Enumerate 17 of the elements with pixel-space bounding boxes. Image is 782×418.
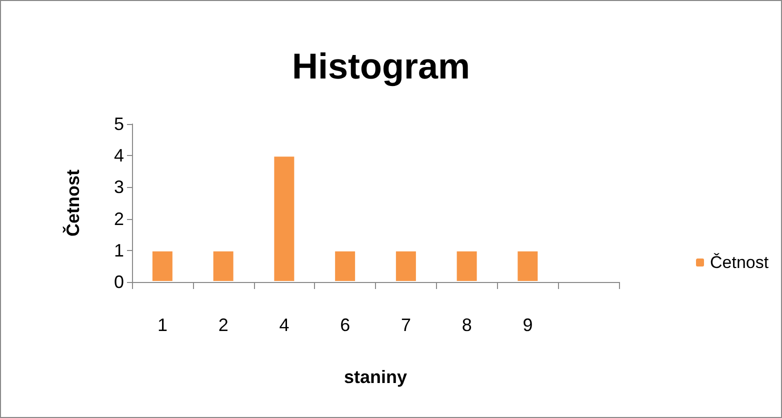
y-tick-label: 5 — [114, 114, 124, 134]
x-tick-label: 1 — [157, 315, 168, 335]
y-tick-label: 2 — [114, 208, 124, 229]
x-tick-label: 8 — [462, 315, 472, 335]
x-tick-label: 6 — [340, 315, 350, 335]
x-axis-title: staniny — [344, 367, 408, 387]
y-tick-label: 1 — [114, 240, 124, 260]
y-tick-label: 4 — [114, 146, 124, 166]
x-tick-label: 4 — [279, 315, 290, 335]
x-tick-label: 2 — [218, 315, 228, 335]
x-tick-label: 9 — [522, 315, 533, 335]
chart-title: Histogram — [292, 46, 470, 86]
y-tick-label: 0 — [114, 272, 124, 292]
y-tick-label: 3 — [114, 177, 124, 198]
legend-label: Četnost — [710, 253, 769, 272]
x-tick-label: 7 — [400, 315, 411, 335]
y-axis-title: Četnost — [62, 169, 83, 236]
